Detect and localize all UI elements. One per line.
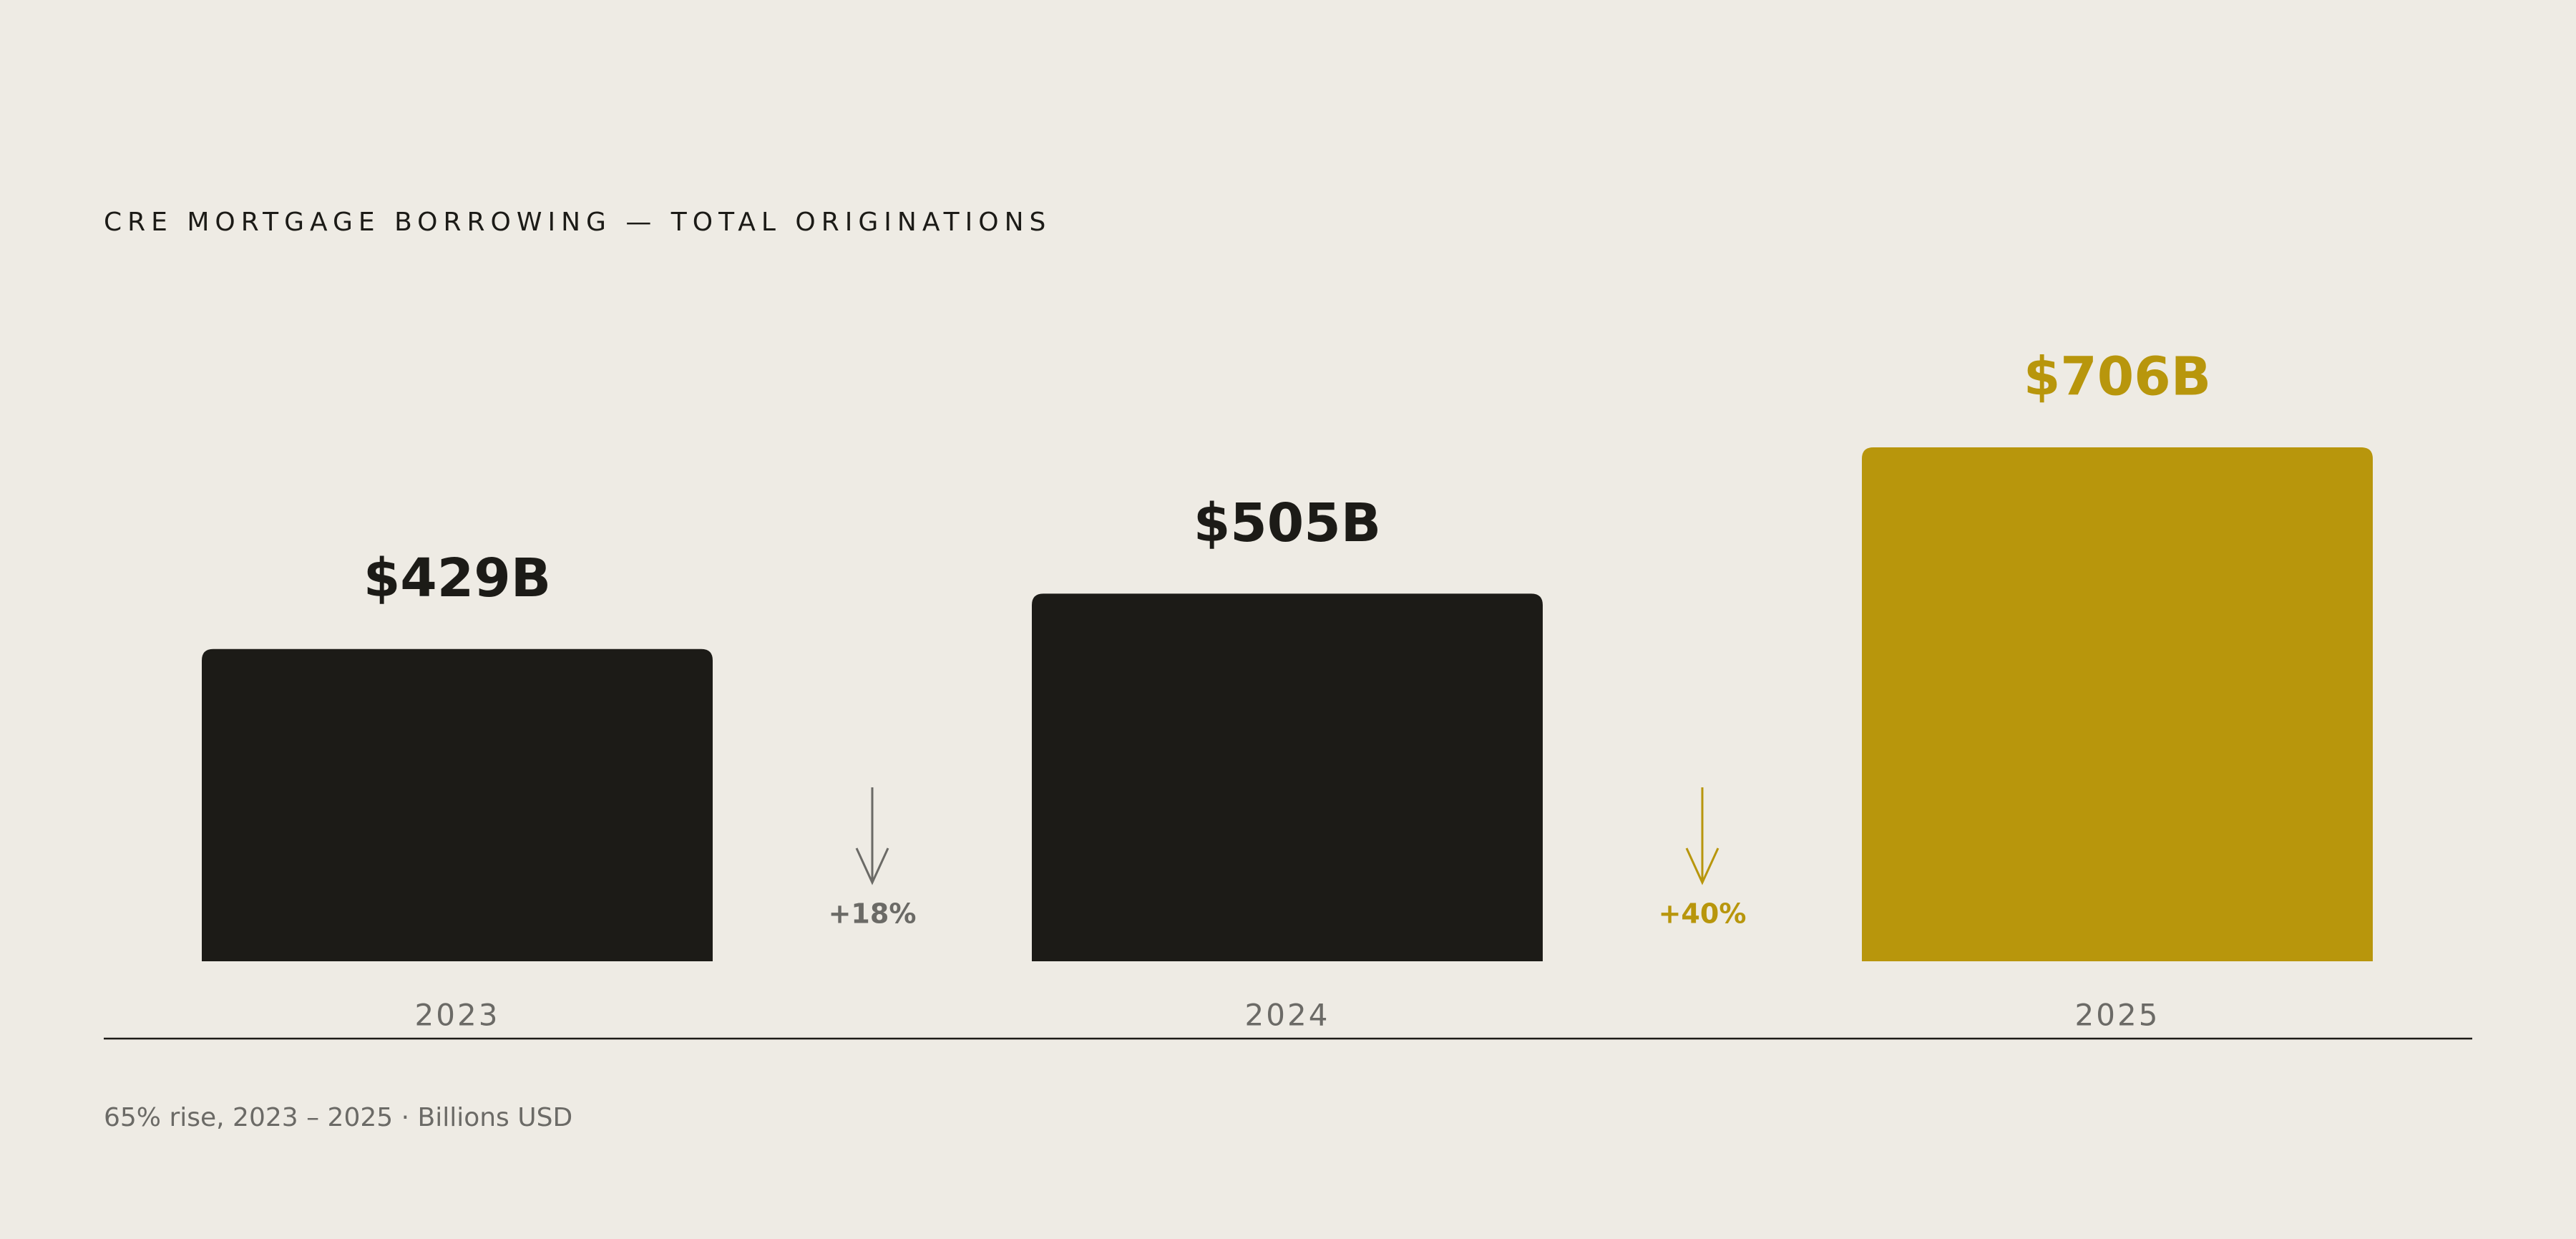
x-tick-label: 2024 xyxy=(1245,998,1330,1033)
change-label: +18% xyxy=(829,898,917,930)
value-label: $706B xyxy=(2024,346,2211,407)
value-label: $429B xyxy=(364,548,551,609)
bar xyxy=(202,648,713,961)
value-label: $505B xyxy=(1194,492,1381,554)
bar xyxy=(1032,593,1543,961)
change-label: +40% xyxy=(1659,898,1747,930)
x-tick-label: 2025 xyxy=(2075,998,2160,1033)
bar xyxy=(1862,447,2373,961)
chart-title: CRE MORTGAGE BORROWING — TOTAL ORIGINATI… xyxy=(104,208,1051,237)
change-arrow xyxy=(855,787,889,885)
footnote: 65% rise, 2023 – 2025 · Billions USD xyxy=(104,1103,572,1132)
x-tick-label: 2023 xyxy=(415,998,500,1033)
change-arrow xyxy=(1685,787,1719,885)
